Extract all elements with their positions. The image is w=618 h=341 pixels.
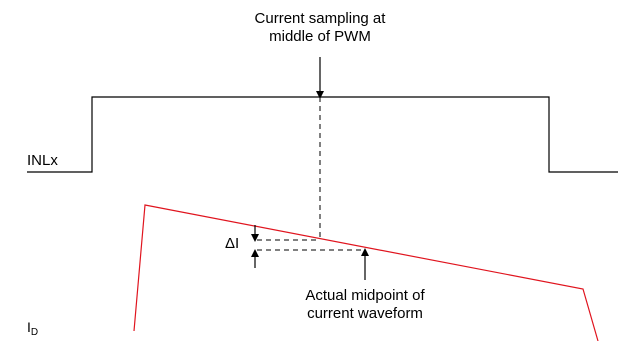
midpoint-annotation-line2: current waveform — [307, 305, 423, 322]
pwm-signal-label: INLx — [27, 152, 58, 169]
current-signal-label-subscript: D — [30, 327, 39, 338]
sampling-annotation-line2: middle of PWM — [269, 28, 371, 45]
delta-current-label: ΔI — [225, 235, 240, 252]
midpoint-annotation: Actual midpoint of current waveform — [270, 287, 460, 323]
sampling-annotation: Current sampling at middle of PWM — [220, 10, 420, 46]
current-signal-label: ID — [27, 318, 38, 341]
midpoint-annotation-line1: Actual midpoint of — [305, 287, 425, 304]
sampling-annotation-line1: Current sampling at — [254, 10, 386, 27]
current-signal-label-main: I — [27, 319, 31, 335]
pwm-waveform — [27, 96, 618, 173]
current-waveform — [133, 204, 599, 341]
